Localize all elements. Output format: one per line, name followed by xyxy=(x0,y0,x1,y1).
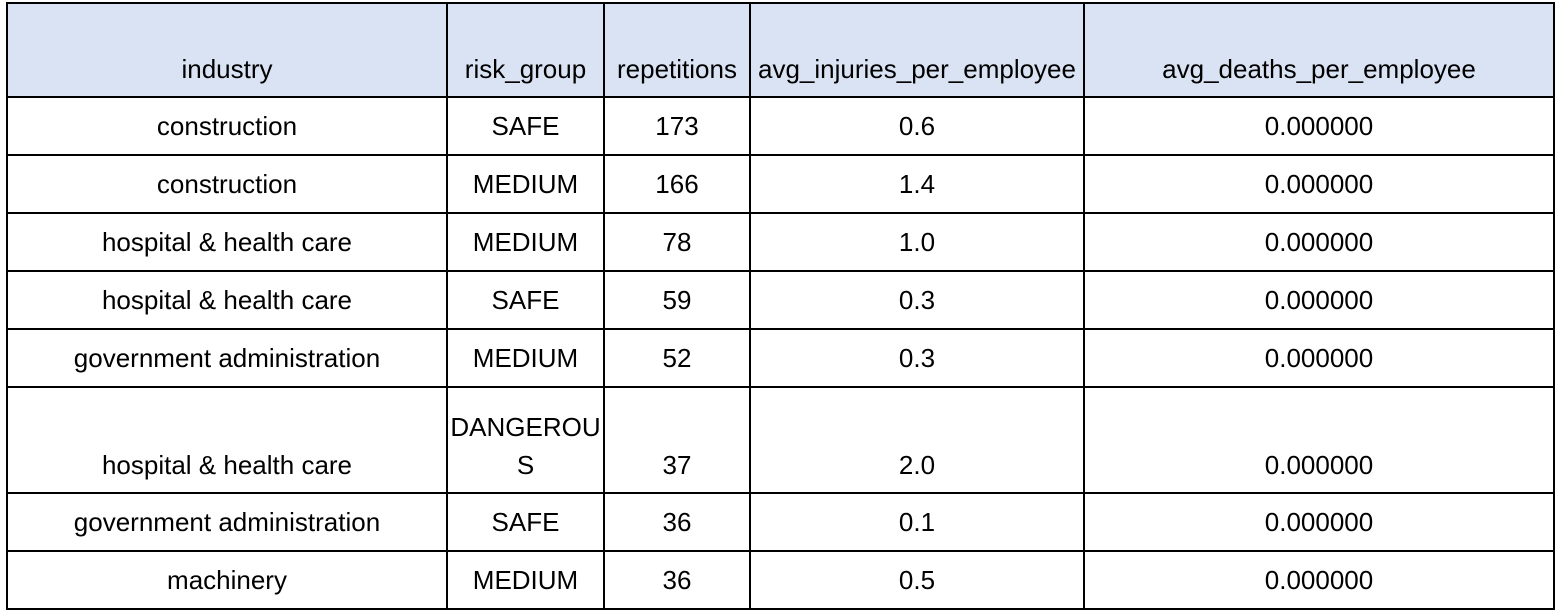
cell-avg-injuries: 2.0 xyxy=(749,386,1085,494)
header-row: industry risk_group repetitions avg_inju… xyxy=(6,2,1555,98)
cell-repetitions: 36 xyxy=(603,550,751,610)
cell-risk-group: MEDIUM xyxy=(446,328,605,388)
cell-avg-injuries: 0.3 xyxy=(749,270,1085,330)
table-row: government administration MEDIUM 52 0.3 … xyxy=(6,328,1555,388)
spreadsheet-table-container: industry risk_group repetitions avg_inju… xyxy=(6,2,1555,610)
table-row: hospital & health care SAFE 59 0.3 0.000… xyxy=(6,270,1555,330)
cell-industry: construction xyxy=(6,154,448,214)
table-row: hospital & health care DANGEROUS 37 2.0 … xyxy=(6,386,1555,494)
cell-risk-group: MEDIUM xyxy=(446,154,605,214)
cell-repetitions: 52 xyxy=(603,328,751,388)
cell-avg-injuries: 1.0 xyxy=(749,212,1085,272)
cell-avg-deaths: 0.000000 xyxy=(1083,492,1555,552)
cell-industry: construction xyxy=(6,96,448,156)
cell-avg-deaths: 0.000000 xyxy=(1083,386,1555,494)
cell-repetitions: 36 xyxy=(603,492,751,552)
cell-avg-deaths: 0.000000 xyxy=(1083,270,1555,330)
cell-avg-deaths: 0.000000 xyxy=(1083,212,1555,272)
cell-repetitions: 173 xyxy=(603,96,751,156)
cell-avg-deaths: 0.000000 xyxy=(1083,550,1555,610)
cell-risk-group: SAFE xyxy=(446,270,605,330)
cell-avg-deaths: 0.000000 xyxy=(1083,328,1555,388)
cell-risk-group: MEDIUM xyxy=(446,212,605,272)
column-header-repetitions: repetitions xyxy=(603,2,751,98)
column-header-avg-deaths: avg_deaths_per_employee xyxy=(1083,2,1555,98)
table-row: hospital & health care MEDIUM 78 1.0 0.0… xyxy=(6,212,1555,272)
cell-avg-injuries: 1.4 xyxy=(749,154,1085,214)
table-row: government administration SAFE 36 0.1 0.… xyxy=(6,492,1555,552)
cell-industry: hospital & health care xyxy=(6,270,448,330)
cell-risk-group: SAFE xyxy=(446,96,605,156)
cell-industry: hospital & health care xyxy=(6,386,448,494)
cell-industry: government administration xyxy=(6,492,448,552)
cell-industry: government administration xyxy=(6,328,448,388)
cell-repetitions: 37 xyxy=(603,386,751,494)
cell-avg-injuries: 0.5 xyxy=(749,550,1085,610)
cell-repetitions: 78 xyxy=(603,212,751,272)
cell-industry: machinery xyxy=(6,550,448,610)
column-header-risk-group: risk_group xyxy=(446,2,605,98)
table-row: machinery MEDIUM 36 0.5 0.000000 xyxy=(6,550,1555,610)
data-table: industry risk_group repetitions avg_inju… xyxy=(6,2,1555,610)
cell-risk-group: SAFE xyxy=(446,492,605,552)
table-row: construction SAFE 173 0.6 0.000000 xyxy=(6,96,1555,156)
table-row: construction MEDIUM 166 1.4 0.000000 xyxy=(6,154,1555,214)
cell-repetitions: 59 xyxy=(603,270,751,330)
cell-risk-group: MEDIUM xyxy=(446,550,605,610)
cell-industry: hospital & health care xyxy=(6,212,448,272)
column-header-industry: industry xyxy=(6,2,448,98)
cell-avg-deaths: 0.000000 xyxy=(1083,154,1555,214)
cell-avg-injuries: 0.1 xyxy=(749,492,1085,552)
cell-avg-injuries: 0.6 xyxy=(749,96,1085,156)
cell-avg-deaths: 0.000000 xyxy=(1083,96,1555,156)
cell-risk-group: DANGEROUS xyxy=(446,386,605,494)
column-header-avg-injuries: avg_injuries_per_employee xyxy=(749,2,1085,98)
cell-repetitions: 166 xyxy=(603,154,751,214)
cell-avg-injuries: 0.3 xyxy=(749,328,1085,388)
